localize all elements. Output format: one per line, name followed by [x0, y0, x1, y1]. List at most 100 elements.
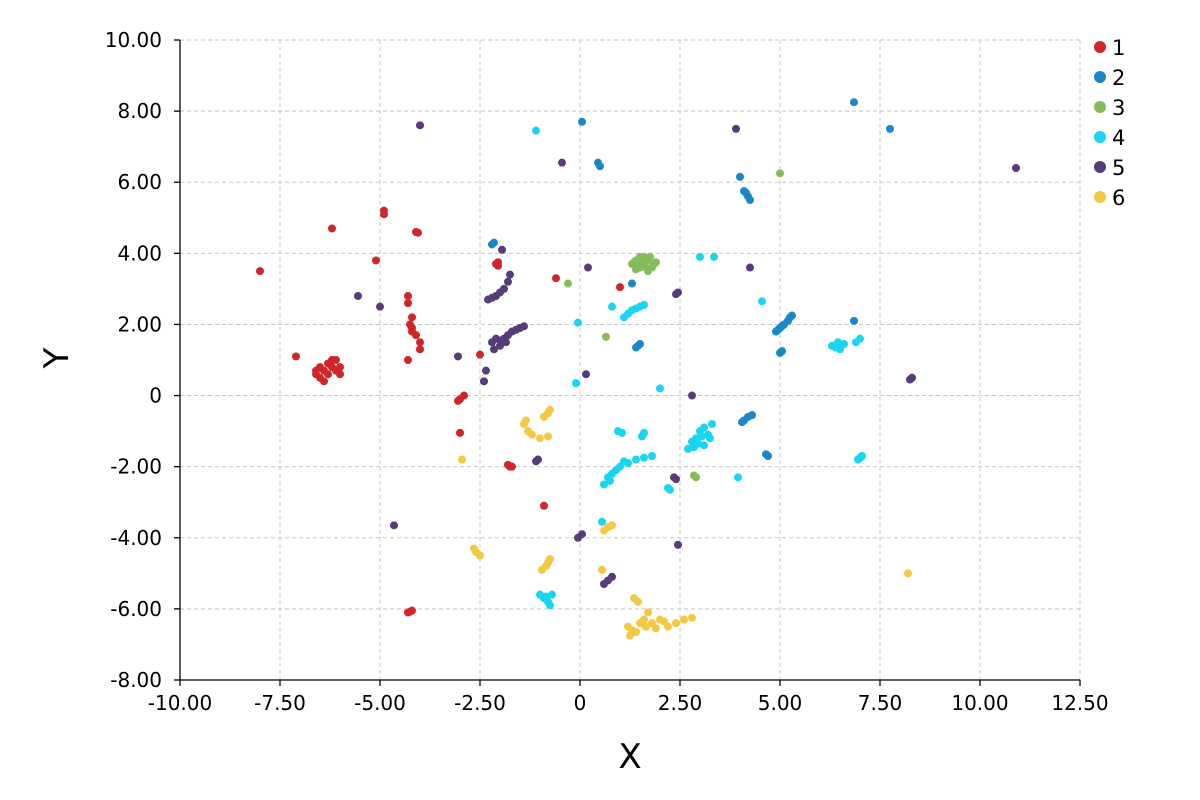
data-point	[528, 430, 536, 439]
data-point	[1012, 164, 1020, 172]
legend-label: 3	[1112, 96, 1125, 120]
data-point	[520, 322, 528, 331]
y-axis-title: Y	[37, 347, 77, 369]
data-point	[506, 462, 514, 471]
data-point	[736, 172, 744, 181]
data-point	[732, 124, 740, 133]
legend-marker	[1094, 161, 1106, 173]
data-point	[320, 377, 328, 386]
data-point	[494, 261, 502, 270]
data-point	[600, 526, 608, 535]
data-point	[504, 277, 512, 286]
data-point	[532, 126, 540, 135]
data-point	[650, 260, 658, 268]
data-point	[904, 569, 912, 578]
data-point	[644, 267, 652, 276]
data-point	[788, 311, 796, 320]
data-point	[480, 377, 488, 386]
x-tick-label: -10.00	[148, 691, 212, 715]
series-1	[256, 206, 624, 617]
data-point	[656, 384, 664, 393]
data-point	[638, 256, 646, 265]
data-point	[850, 98, 858, 107]
data-point	[644, 608, 652, 617]
y-tick-label: 2.00	[117, 312, 162, 336]
y-tick-label: 10.00	[105, 28, 162, 52]
data-point	[328, 356, 336, 364]
data-point	[490, 345, 498, 354]
data-point	[506, 270, 514, 279]
data-point	[688, 391, 696, 400]
data-point	[608, 521, 616, 530]
data-point	[640, 453, 648, 462]
x-tick-label: 2.50	[658, 691, 703, 715]
data-point	[522, 416, 530, 425]
data-point	[660, 617, 668, 626]
data-point	[548, 590, 556, 599]
data-point	[380, 206, 388, 215]
data-point	[546, 405, 554, 414]
y-tick-label: 6.00	[117, 170, 162, 194]
legend-item-5: 5	[1094, 156, 1125, 180]
data-point	[700, 441, 708, 450]
data-point	[596, 162, 604, 171]
data-point	[834, 338, 842, 347]
data-point	[552, 274, 560, 283]
x-tick-label: 10.00	[951, 691, 1008, 715]
data-point	[634, 597, 642, 606]
data-point	[626, 631, 634, 640]
data-point	[632, 455, 640, 464]
data-point	[324, 370, 332, 379]
data-point	[564, 279, 572, 288]
data-point	[632, 304, 640, 313]
legend-marker	[1094, 41, 1106, 53]
data-point	[584, 263, 592, 272]
series-5	[354, 121, 1020, 588]
data-point	[498, 245, 506, 254]
data-point	[312, 366, 320, 375]
legend-item-3: 3	[1094, 96, 1125, 120]
data-point	[706, 434, 714, 443]
data-point	[354, 292, 362, 300]
data-point	[408, 324, 416, 332]
legend-label: 2	[1112, 66, 1125, 90]
data-point	[636, 340, 644, 348]
y-tick-label: 4.00	[117, 241, 162, 265]
data-point	[328, 224, 336, 233]
data-point	[688, 613, 696, 622]
legend-label: 6	[1112, 186, 1125, 210]
data-point	[598, 565, 606, 574]
data-point	[404, 299, 412, 308]
legend-marker	[1094, 191, 1106, 203]
data-point	[404, 292, 412, 300]
legend-label: 5	[1112, 156, 1125, 180]
x-axis-title: X	[618, 737, 641, 777]
data-point	[640, 300, 648, 309]
data-point	[696, 252, 704, 261]
data-point	[608, 302, 616, 311]
legend-item-4: 4	[1094, 126, 1125, 150]
data-point	[416, 338, 424, 347]
data-point	[490, 238, 498, 247]
data-point	[758, 297, 766, 306]
tick-labels: -10.00 -7.50 -5.00 -2.50 0 2.50 5.00 7.50 10.00 1…	[105, 28, 1109, 715]
data-point	[536, 434, 544, 443]
series-4	[532, 126, 866, 610]
data-point	[746, 196, 754, 204]
data-point	[390, 521, 398, 530]
data-point	[698, 432, 706, 441]
x-tick-label: 0	[574, 691, 587, 715]
data-point	[908, 373, 916, 382]
data-point	[416, 345, 424, 354]
data-point	[606, 476, 614, 485]
data-point	[608, 572, 616, 581]
data-point	[572, 379, 580, 388]
data-point	[616, 283, 624, 292]
data-point	[496, 341, 504, 350]
axes	[174, 39, 1081, 686]
data-point	[496, 288, 504, 297]
x-tick-label: 5.00	[758, 691, 803, 715]
data-point	[456, 428, 464, 437]
legend-marker	[1094, 101, 1106, 113]
